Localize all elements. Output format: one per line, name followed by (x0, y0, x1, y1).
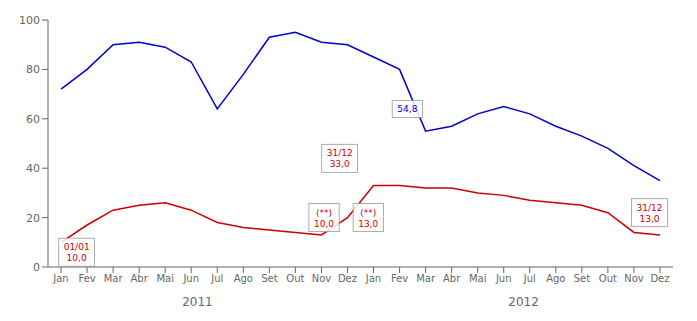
svg-text:Jan: Jan (52, 273, 68, 284)
svg-text:20: 20 (26, 212, 40, 225)
svg-text:60: 60 (26, 113, 40, 126)
svg-text:54,8: 54,8 (397, 104, 417, 114)
svg-text:0: 0 (33, 261, 40, 274)
svg-text:Set: Set (261, 273, 278, 284)
svg-text:Jan: Jan (365, 273, 381, 284)
svg-text:Out: Out (599, 273, 617, 284)
svg-text:(**)13,0: (**)13,0 (358, 208, 378, 229)
svg-text:Fev: Fev (78, 273, 95, 284)
svg-text:Nov: Nov (624, 273, 644, 284)
svg-text:Jun: Jun (182, 273, 199, 284)
svg-text:Set: Set (574, 273, 591, 284)
svg-text:Fev: Fev (391, 273, 408, 284)
svg-text:Mai: Mai (469, 273, 487, 284)
svg-text:31/1213,0: 31/1213,0 (637, 203, 663, 224)
svg-text:Out: Out (286, 273, 304, 284)
svg-text:Mar: Mar (416, 273, 436, 284)
svg-text:Dez: Dez (650, 273, 669, 284)
svg-text:Ago: Ago (234, 273, 253, 284)
svg-text:Ago: Ago (546, 273, 565, 284)
svg-text:80: 80 (26, 63, 40, 76)
svg-text:Nov: Nov (312, 273, 332, 284)
svg-text:2011: 2011 (182, 295, 213, 309)
svg-text:Abr: Abr (130, 273, 148, 284)
svg-text:Dez: Dez (338, 273, 357, 284)
svg-text:01/0110,0: 01/0110,0 (64, 242, 90, 263)
svg-text:Jul: Jul (523, 273, 536, 284)
svg-text:Jul: Jul (210, 273, 223, 284)
svg-text:31/1233,0: 31/1233,0 (327, 148, 353, 169)
svg-text:Jun: Jun (495, 273, 512, 284)
svg-text:Abr: Abr (443, 273, 461, 284)
svg-text:100: 100 (19, 14, 40, 27)
svg-text:Mai: Mai (156, 273, 174, 284)
svg-text:2012: 2012 (508, 295, 539, 309)
svg-text:Mar: Mar (104, 273, 124, 284)
svg-text:40: 40 (26, 162, 40, 175)
svg-text:(**)10,0: (**)10,0 (314, 208, 334, 229)
